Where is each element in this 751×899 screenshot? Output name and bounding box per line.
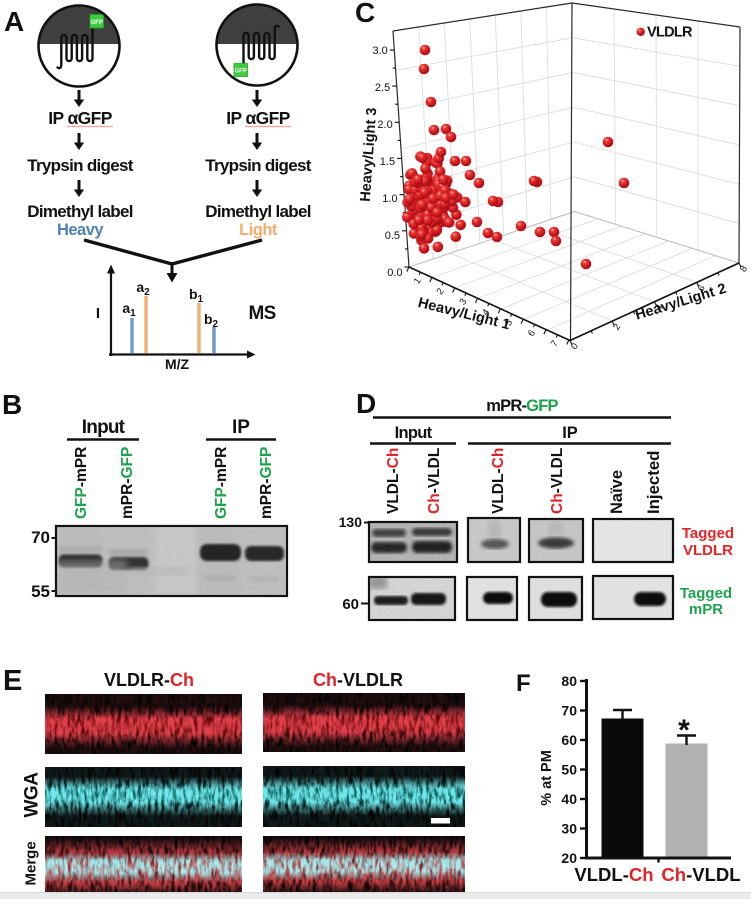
svg-text:A: A xyxy=(4,6,24,37)
svg-text:Light: Light xyxy=(239,221,278,239)
svg-text:1.5: 1.5 xyxy=(380,156,395,168)
svg-text:MS: MS xyxy=(249,303,276,324)
svg-text:*: * xyxy=(678,714,690,747)
svg-text:7: 7 xyxy=(549,338,561,349)
svg-text:F: F xyxy=(516,670,531,697)
svg-text:2.5: 2.5 xyxy=(375,82,390,94)
svg-text:Input: Input xyxy=(82,417,126,438)
svg-text:Trypsin digest: Trypsin digest xyxy=(27,156,133,175)
svg-text:IP: IP xyxy=(562,424,578,442)
svg-text:70: 70 xyxy=(561,703,577,719)
svg-text:0.0: 0.0 xyxy=(387,267,402,279)
svg-text:1: 1 xyxy=(412,276,424,287)
svg-text:40: 40 xyxy=(561,791,577,807)
svg-text:6: 6 xyxy=(696,283,708,294)
svg-text:VLDL-Ch: VLDL-Ch xyxy=(574,864,653,885)
svg-text:60: 60 xyxy=(342,596,359,613)
svg-text:Merge: Merge xyxy=(23,841,40,885)
svg-text:8: 8 xyxy=(738,264,750,275)
svg-text:% at PM: % at PM xyxy=(539,750,555,806)
svg-text:WGA: WGA xyxy=(22,772,43,818)
svg-text:M/Z: M/Z xyxy=(165,356,190,372)
svg-text:C: C xyxy=(355,0,375,28)
svg-text:80: 80 xyxy=(561,673,577,689)
svg-text:a2: a2 xyxy=(136,279,150,298)
svg-text:2: 2 xyxy=(611,322,623,333)
svg-text:20: 20 xyxy=(561,850,577,866)
svg-text:Input: Input xyxy=(395,424,433,442)
svg-text:60: 60 xyxy=(561,732,577,748)
svg-text:30: 30 xyxy=(561,821,577,837)
svg-text:mPR-GFP: mPR-GFP xyxy=(119,447,136,519)
svg-text:B: B xyxy=(2,389,22,420)
svg-text:3.0: 3.0 xyxy=(373,45,388,57)
svg-text:Ch-VLDLR: Ch-VLDLR xyxy=(313,670,403,690)
svg-text:E: E xyxy=(3,665,22,697)
svg-text:mPR: mPR xyxy=(689,601,723,618)
svg-text:mPR-GFP: mPR-GFP xyxy=(258,447,275,519)
svg-text:Dimethyl label: Dimethyl label xyxy=(205,202,310,221)
svg-text:GFP-mPR: GFP-mPR xyxy=(213,447,230,519)
svg-text:VLDL-Ch: VLDL-Ch xyxy=(490,448,507,514)
svg-text:Ch-VLDL: Ch-VLDL xyxy=(426,448,443,514)
svg-text:70: 70 xyxy=(31,528,50,547)
svg-text:IP αGFP: IP αGFP xyxy=(48,108,113,128)
svg-text:Heavy: Heavy xyxy=(57,221,104,239)
svg-text:a1: a1 xyxy=(122,300,136,319)
svg-text:VLDLR: VLDLR xyxy=(647,25,693,41)
svg-text:b1: b1 xyxy=(189,286,204,305)
svg-text:55: 55 xyxy=(31,582,50,601)
svg-text:VLDL-Ch: VLDL-Ch xyxy=(385,448,402,514)
svg-text:4: 4 xyxy=(653,302,665,313)
svg-text:Dimethyl label: Dimethyl label xyxy=(27,202,132,221)
svg-text:I: I xyxy=(96,305,100,322)
svg-text:2: 2 xyxy=(435,286,447,297)
svg-text:Naïve: Naïve xyxy=(608,470,626,514)
svg-text:Trypsin digest: Trypsin digest xyxy=(205,156,311,175)
svg-text:VLDLR-Ch: VLDLR-Ch xyxy=(104,670,194,690)
svg-text:Heavy/Light 2: Heavy/Light 2 xyxy=(633,281,728,324)
svg-text:mPR-GFP: mPR-GFP xyxy=(486,397,558,415)
svg-text:Ch-VLDL: Ch-VLDL xyxy=(661,864,740,885)
svg-text:Heavy/Light 3: Heavy/Light 3 xyxy=(358,107,381,202)
svg-text:1.0: 1.0 xyxy=(382,193,397,205)
svg-text:0: 0 xyxy=(569,341,581,352)
svg-text:Tagged: Tagged xyxy=(682,525,734,542)
svg-text:GFP: GFP xyxy=(235,69,247,75)
svg-text:6: 6 xyxy=(526,328,538,339)
svg-text:5: 5 xyxy=(503,318,515,329)
svg-text:4: 4 xyxy=(480,307,492,318)
svg-text:D: D xyxy=(356,388,376,419)
svg-text:IP αGFP: IP αGFP xyxy=(226,108,291,128)
svg-text:VLDLR: VLDLR xyxy=(683,542,733,559)
svg-text:50: 50 xyxy=(561,762,577,778)
svg-text:Tagged: Tagged xyxy=(680,585,732,602)
svg-text:b2: b2 xyxy=(204,311,219,330)
svg-text:3: 3 xyxy=(457,297,469,308)
svg-text:2.0: 2.0 xyxy=(377,119,392,131)
svg-text:GFP-mPR: GFP-mPR xyxy=(73,447,90,519)
svg-text:130: 130 xyxy=(339,514,363,530)
svg-text:GFP: GFP xyxy=(91,20,103,26)
svg-text:0.5: 0.5 xyxy=(385,230,400,242)
svg-text:IP: IP xyxy=(232,417,250,438)
svg-text:Injected: Injected xyxy=(644,451,663,514)
svg-text:Ch-VLDL: Ch-VLDL xyxy=(549,448,566,514)
